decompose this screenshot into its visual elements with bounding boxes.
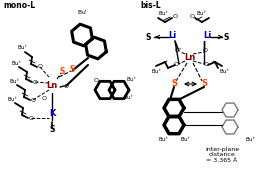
- Text: Bu$^t$: Bu$^t$: [7, 96, 17, 105]
- Text: inter-plane
distance
= 3.365 Å: inter-plane distance = 3.365 Å: [205, 147, 239, 163]
- Text: O'': O'': [174, 47, 182, 53]
- Text: O: O: [30, 98, 36, 102]
- Text: Bu$^t$: Bu$^t$: [125, 76, 137, 84]
- Text: O: O: [172, 15, 178, 19]
- Text: S: S: [145, 33, 151, 42]
- Text: O: O: [202, 47, 208, 53]
- Text: O: O: [190, 15, 194, 19]
- Text: O: O: [32, 80, 38, 84]
- Text: Li: Li: [168, 32, 176, 40]
- Text: Bu$^t$: Bu$^t$: [150, 67, 162, 76]
- Text: Bu$^t$: Bu$^t$: [11, 60, 21, 68]
- Text: S: S: [59, 67, 65, 77]
- Text: Bu$^t$: Bu$^t$: [17, 43, 27, 53]
- Text: S: S: [223, 33, 229, 42]
- Text: O: O: [63, 84, 69, 88]
- Text: O: O: [94, 77, 98, 83]
- Text: S: S: [69, 66, 75, 74]
- Text: K: K: [49, 108, 55, 118]
- Text: Bu$^t$: Bu$^t$: [196, 10, 206, 19]
- Text: S: S: [171, 80, 177, 88]
- Text: Bu$^t$: Bu$^t$: [245, 136, 256, 144]
- Text: Bu$^t$: Bu$^t$: [122, 94, 134, 102]
- Text: Bu$^t$: Bu$^t$: [180, 136, 190, 144]
- Text: Ln: Ln: [46, 81, 58, 90]
- Text: Li: Li: [203, 32, 211, 40]
- Text: Bu$^t$: Bu$^t$: [77, 9, 89, 17]
- Text: Ln: Ln: [184, 53, 196, 63]
- Text: Bu$^t$: Bu$^t$: [8, 77, 20, 86]
- Text: O: O: [38, 64, 42, 70]
- Text: Bu$^t$: Bu$^t$: [218, 67, 230, 76]
- Text: S: S: [49, 125, 55, 135]
- Text: S: S: [201, 80, 207, 88]
- Text: bis-L: bis-L: [140, 2, 161, 11]
- Text: O: O: [174, 63, 178, 67]
- Text: O: O: [203, 63, 209, 67]
- Text: O: O: [42, 97, 47, 101]
- Text: mono-L: mono-L: [3, 2, 35, 11]
- Text: Bu$^t$: Bu$^t$: [157, 10, 168, 19]
- Text: O: O: [29, 115, 33, 121]
- Text: Bu$^t$: Bu$^t$: [157, 136, 168, 144]
